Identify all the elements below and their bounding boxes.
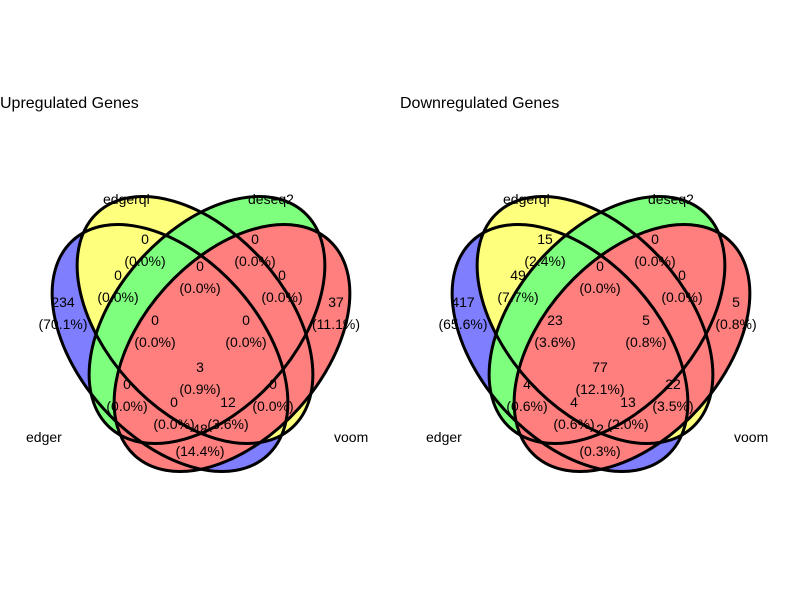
region-pct: (0.0%) — [134, 334, 175, 350]
set-label-edgerql: edgerql — [103, 191, 150, 207]
region-count: 5 — [732, 294, 740, 310]
region-count: 0 — [141, 231, 149, 247]
region-pct: (14.4%) — [175, 443, 224, 459]
region-pct: (0.3%) — [579, 443, 620, 459]
outline-voom — [512, 223, 752, 473]
region-count: 0 — [651, 231, 659, 247]
region-count: 5 — [642, 312, 650, 328]
region-pct: (0.6%) — [506, 398, 547, 414]
ellipse-voom — [514, 224, 750, 472]
set-label-edgerql: edgerql — [503, 191, 550, 207]
region-count: 234 — [51, 294, 75, 310]
region-pct: (7.7%) — [497, 289, 538, 305]
region-count: 49 — [510, 267, 526, 283]
region-count: 0 — [123, 376, 131, 392]
region-pct: (0.0%) — [106, 398, 147, 414]
set-label-voom: voom — [334, 429, 368, 445]
outline-deseq2 — [87, 195, 327, 445]
region-count: 4 — [523, 376, 531, 392]
region-pct: (3.6%) — [207, 416, 248, 432]
outline-edger — [50, 223, 290, 473]
region-count: 12 — [220, 394, 236, 410]
region-count: 13 — [620, 394, 636, 410]
region-pct: (65.6%) — [438, 316, 487, 332]
region-pct: (70.1%) — [38, 316, 87, 332]
region-pct: (0.0%) — [661, 289, 702, 305]
region-pct: (0.0%) — [234, 253, 275, 269]
region-count: 0 — [242, 312, 250, 328]
venn-downregulated: Downregulated Genes edger edgerql deseq2… — [400, 95, 768, 473]
venn-title: Downregulated Genes — [400, 95, 559, 112]
ellipse-voom — [114, 224, 350, 472]
region-pct: (3.5%) — [652, 398, 693, 414]
region-pct: (0.0%) — [179, 280, 220, 296]
region-pct: (0.0%) — [252, 398, 293, 414]
region-pct: (3.6%) — [534, 334, 575, 350]
region-count: 0 — [114, 267, 122, 283]
venn-title: Upregulated Genes — [0, 95, 139, 112]
region-count: 15 — [537, 231, 553, 247]
region-pct: (0.0%) — [225, 334, 266, 350]
region-pct: (0.0%) — [153, 416, 194, 432]
region-pct: (2.4%) — [524, 253, 565, 269]
region-pct: (0.0%) — [261, 289, 302, 305]
region-count: 4 — [570, 394, 578, 410]
outline-voom — [112, 223, 352, 473]
region-count: 2 — [596, 421, 604, 437]
region-pct: (0.0%) — [634, 253, 675, 269]
region-count: 37 — [328, 294, 344, 310]
region-count: 0 — [170, 394, 178, 410]
region-count: 0 — [251, 231, 259, 247]
region-count: 0 — [269, 376, 277, 392]
region-count: 3 — [196, 359, 204, 375]
region-count: 0 — [278, 267, 286, 283]
region-pct: (0.0%) — [97, 289, 138, 305]
region-count: 417 — [451, 294, 475, 310]
outline-deseq2 — [487, 195, 727, 445]
region-count: 0 — [678, 267, 686, 283]
set-label-voom: voom — [734, 429, 768, 445]
set-label-deseq2: deseq2 — [648, 191, 694, 207]
region-pct: (0.8%) — [625, 334, 666, 350]
region-count: 22 — [665, 376, 681, 392]
region-count: 0 — [151, 312, 159, 328]
region-pct: (0.0%) — [124, 253, 165, 269]
region-pct: (11.1%) — [312, 316, 360, 332]
region-count: 0 — [596, 258, 604, 274]
region-count: 0 — [196, 258, 204, 274]
region-pct: (2.0%) — [607, 416, 648, 432]
set-label-deseq2: deseq2 — [248, 191, 294, 207]
outline-edgerql — [475, 195, 715, 445]
region-pct: (0.6%) — [553, 416, 594, 432]
region-pct: (12.1%) — [575, 381, 624, 397]
outline-edgerql — [75, 195, 315, 445]
set-label-edger: edger — [26, 429, 62, 445]
region-count: 23 — [547, 312, 563, 328]
region-count: 77 — [592, 359, 608, 375]
region-count: 48 — [192, 421, 208, 437]
region-pct: (0.9%) — [179, 381, 220, 397]
venn-upregulated: Upregulated Genes edger edgerql deseq2 v… — [0, 95, 368, 473]
set-label-edger: edger — [426, 429, 462, 445]
outline-edger — [450, 223, 690, 473]
region-pct: (0.0%) — [579, 280, 620, 296]
region-pct: (0.8%) — [715, 316, 756, 332]
